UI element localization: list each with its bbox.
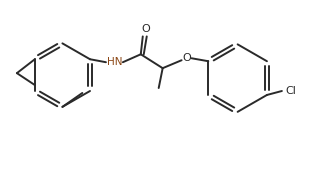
Text: HN: HN [107,57,123,67]
Text: O: O [182,53,191,63]
Text: O: O [141,24,150,34]
Text: Cl: Cl [286,86,296,96]
